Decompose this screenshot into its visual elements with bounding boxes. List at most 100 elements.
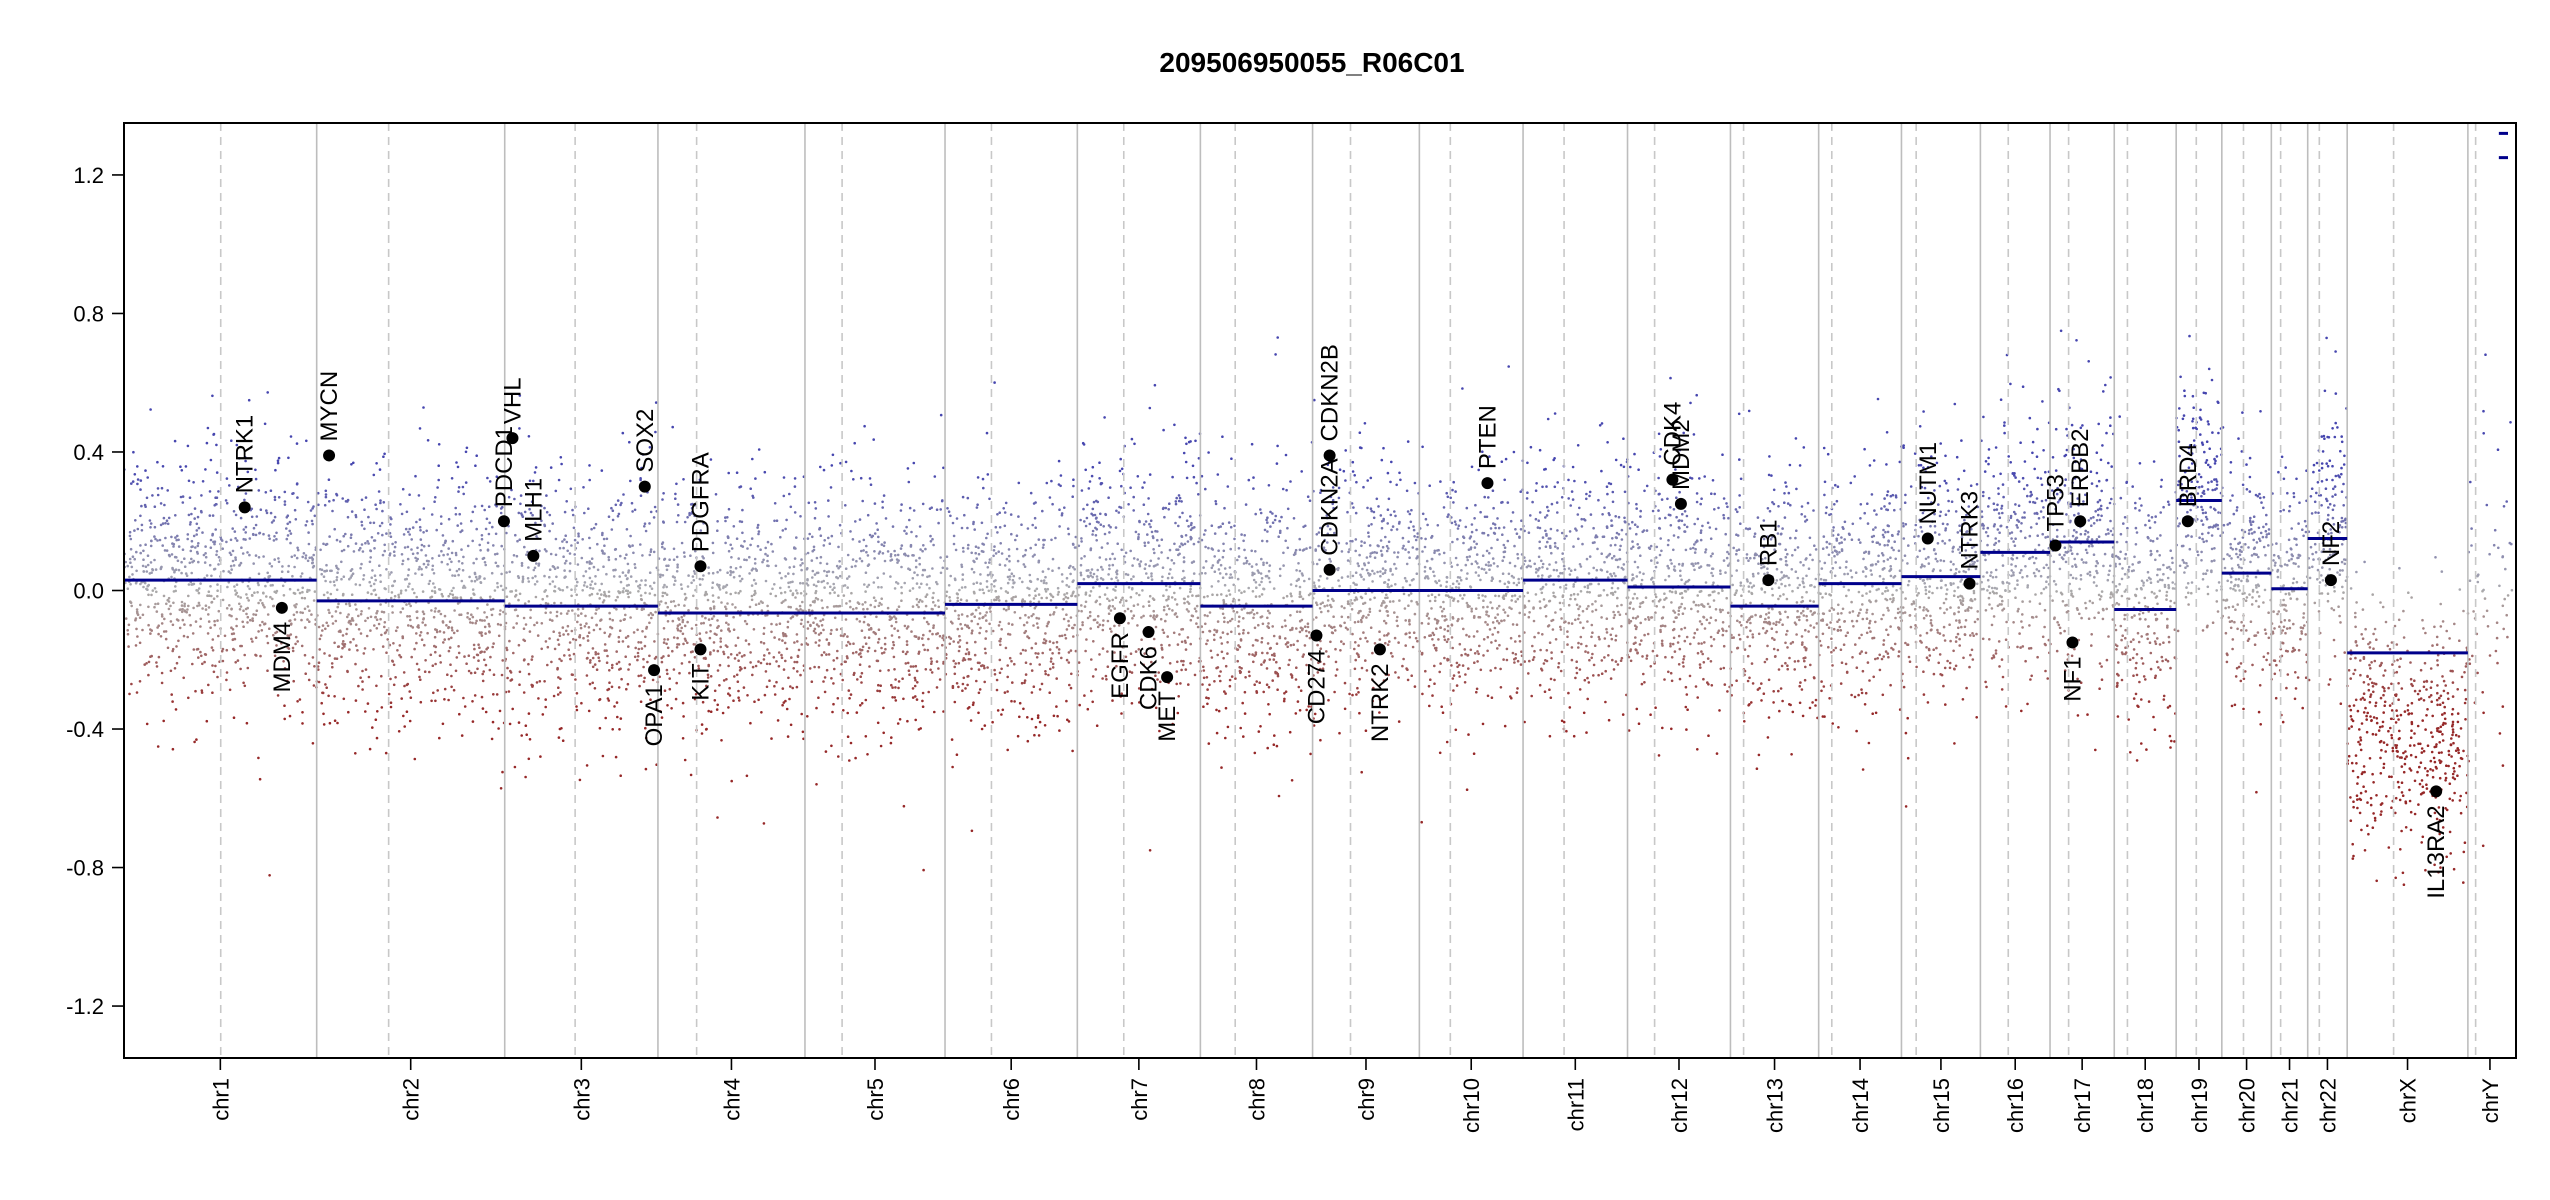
probe-point (735, 537, 739, 540)
probe-point (293, 618, 297, 621)
probe-point (171, 700, 174, 703)
probe-point (957, 617, 960, 620)
probe-point (306, 559, 310, 563)
probe-point (381, 553, 385, 557)
probe-point (884, 647, 887, 651)
probe-point (349, 640, 352, 644)
probe-point (461, 569, 465, 572)
probe-point (144, 565, 148, 568)
probe-point (732, 570, 735, 574)
probe-point (865, 544, 868, 548)
probe-point (409, 624, 413, 628)
probe-point (206, 594, 209, 597)
probe-point (149, 544, 153, 548)
probe-point (748, 555, 751, 559)
probe-point (728, 686, 731, 690)
probe-point (228, 484, 231, 487)
probe-point (1006, 748, 1009, 752)
probe-point (433, 610, 437, 613)
probe-point (999, 643, 1002, 647)
probe-point (337, 567, 340, 571)
probe-point (680, 541, 684, 545)
probe-point (393, 545, 397, 549)
probe-point (839, 461, 842, 465)
probe-point (447, 649, 451, 653)
probe-point (766, 559, 769, 563)
probe-point (642, 657, 645, 661)
probe-point (185, 574, 189, 577)
probe-point (1216, 473, 1220, 476)
probe-point (216, 595, 219, 598)
probe-point (956, 592, 959, 596)
probe-point (860, 671, 864, 675)
probe-point (199, 509, 203, 513)
probe-point (472, 656, 476, 659)
probe-point (549, 611, 552, 614)
probe-point (1168, 548, 1172, 552)
probe-point (1068, 683, 1071, 687)
probe-point (483, 611, 486, 614)
probe-point (928, 586, 931, 590)
probe-point (759, 600, 763, 603)
probe-point (956, 596, 959, 600)
probe-point (815, 623, 819, 626)
probe-point (578, 643, 582, 647)
probe-point (450, 626, 454, 629)
probe-point (1148, 564, 1151, 568)
probe-point (698, 583, 702, 586)
probe-point (541, 713, 545, 716)
probe-point (207, 683, 210, 687)
probe-point (866, 554, 870, 557)
probe-point (383, 631, 387, 635)
probe-point (1248, 562, 1251, 566)
probe-point (162, 719, 165, 723)
probe-point (164, 521, 167, 525)
probe-point (998, 526, 1002, 529)
probe-point (1084, 524, 1088, 528)
probe-point (145, 496, 149, 500)
probe-point (716, 669, 720, 672)
probe-point (1107, 496, 1110, 500)
probe-point (1204, 572, 1207, 575)
probe-point (776, 719, 780, 722)
probe-point (471, 539, 475, 543)
probe-point (496, 564, 499, 568)
probe-point (750, 594, 754, 598)
probe-point (677, 603, 680, 607)
probe-point (162, 630, 166, 633)
probe-point (293, 592, 297, 595)
probe-point (1226, 485, 1230, 488)
probe-point (908, 506, 912, 510)
probe-point (246, 621, 249, 624)
probe-point (1047, 567, 1050, 571)
probe-point (1202, 595, 1206, 599)
probe-point (582, 486, 585, 489)
probe-point (1178, 545, 1182, 548)
probe-point (454, 553, 458, 557)
probe-point (511, 560, 514, 564)
probe-point (598, 627, 602, 631)
probe-point (420, 573, 424, 576)
probe-point (584, 614, 587, 618)
probe-point (306, 605, 310, 608)
probe-point (1147, 600, 1151, 603)
probe-point (573, 553, 576, 556)
probe-point (1287, 663, 1290, 667)
probe-point (298, 591, 302, 595)
probe-point (241, 620, 244, 624)
probe-point (288, 619, 291, 623)
probe-point (523, 545, 526, 549)
probe-point (638, 586, 642, 590)
probe-point (749, 651, 752, 654)
probe-point (665, 668, 669, 672)
probe-point (317, 625, 321, 629)
probe-point (201, 662, 204, 666)
probe-point (843, 584, 847, 587)
probe-point (690, 510, 694, 514)
probe-point (186, 444, 190, 448)
probe-point (784, 527, 787, 531)
probe-point (858, 620, 862, 623)
probe-point (813, 573, 817, 576)
probe-point (534, 595, 538, 599)
probe-point (518, 592, 522, 596)
